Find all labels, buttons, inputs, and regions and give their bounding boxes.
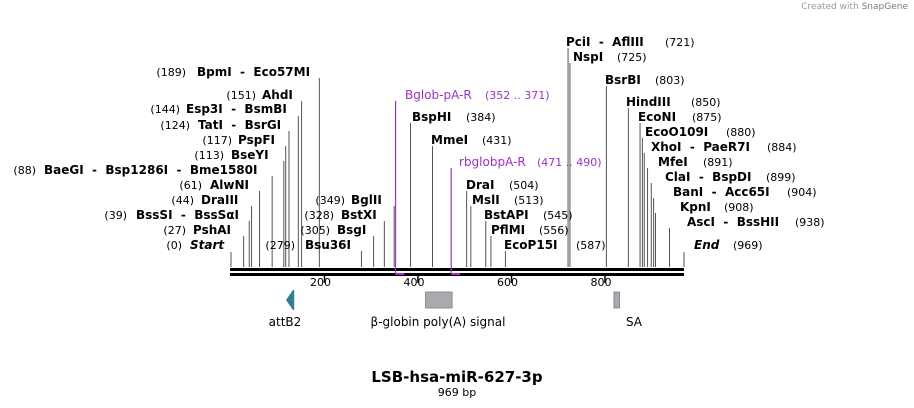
backbone-top-strand xyxy=(230,268,684,271)
enzyme-pos-EcoO109I: (880) xyxy=(726,126,756,139)
enzyme-pos-NspI: (725) xyxy=(617,51,647,64)
enzyme-BsgI[interactable]: BsgI xyxy=(337,223,366,237)
enzyme-EcoNI[interactable]: EcoNI xyxy=(638,110,676,124)
enzyme-pos-PshAI: (27) xyxy=(163,224,186,237)
feature-beta-globin-polyA-box[interactable] xyxy=(425,291,453,309)
enzyme-pos-BssSI: (39) xyxy=(104,209,127,222)
feature-label-attB2: attB2 xyxy=(269,315,302,329)
enzyme-BstAPI[interactable]: BstAPI xyxy=(484,208,529,222)
enzyme-BsrBI[interactable]: BsrBI xyxy=(605,73,641,87)
enzyme-pos-MslI: (513) xyxy=(514,194,544,207)
enzyme-pos-HindIII: (850) xyxy=(691,96,721,109)
enzyme-pos-MmeI: (431) xyxy=(482,134,512,147)
feature-attB2-arrow[interactable] xyxy=(285,290,295,310)
enzyme-BstXI[interactable]: BstXI xyxy=(341,208,377,222)
enzyme-MfeI[interactable]: MfeI xyxy=(658,155,688,169)
enzyme-PshAI[interactable]: PshAI xyxy=(193,223,231,237)
enzyme-pos-XhoI: (884) xyxy=(767,141,797,154)
enzyme-Esp3I[interactable]: Esp3I - BsmBI xyxy=(186,102,287,116)
enzyme-pos-AscI: (938) xyxy=(795,216,825,229)
enzyme-PflMI[interactable]: PflMI xyxy=(491,223,525,237)
enzyme-PciI[interactable]: PciI - AflIII xyxy=(566,35,644,49)
end-pos: (969) xyxy=(733,239,763,252)
primer-range-Bglob-pA-R: (352 .. 371) xyxy=(485,89,550,102)
primer-label-Bglob-pA-R[interactable]: Bglob-pA-R xyxy=(405,88,472,102)
enzyme-pos-AhdI: (151) xyxy=(226,89,256,102)
enzyme-pos-BstAPI: (545) xyxy=(543,209,573,222)
enzyme-BaeGI[interactable]: BaeGI - Bsp1286I - Bme1580I xyxy=(44,163,257,177)
enzyme-TatI[interactable]: TatI - BsrGI xyxy=(198,118,281,132)
enzyme-MmeI[interactable]: MmeI xyxy=(431,133,468,147)
enzyme-pos-PciI: (721) xyxy=(665,36,695,49)
end-label: End xyxy=(694,238,720,252)
enzyme-pos-BstXI: (328) xyxy=(304,209,334,222)
start-pos: (0) xyxy=(166,239,182,252)
enzyme-pos-DraI: (504) xyxy=(509,179,539,192)
enzyme-pos-Esp3I: (144) xyxy=(150,103,180,116)
feature-annotations xyxy=(285,290,621,310)
primer-range-rbglobpA-R: (471 .. 490) xyxy=(537,156,602,169)
enzyme-pos-BpmI: (189) xyxy=(156,66,186,79)
enzyme-pos-TatI: (124) xyxy=(160,119,190,132)
enzyme-pos-Bsu36I: (279) xyxy=(265,239,295,252)
enzyme-pos-EcoNI: (875) xyxy=(692,111,722,124)
enzyme-PspFI[interactable]: PspFI xyxy=(238,133,275,147)
feature-SA-box[interactable] xyxy=(613,291,621,309)
enzyme-BanI[interactable]: BanI - Acc65I xyxy=(673,185,770,199)
enzyme-AlwNI[interactable]: AlwNI xyxy=(210,178,249,192)
enzyme-BspHI[interactable]: BspHI xyxy=(412,110,451,124)
enzyme-BssSI[interactable]: BssSI - BssSαI xyxy=(136,208,239,222)
axis-ticks: 200 400 600 800 xyxy=(310,276,611,289)
enzyme-MslI[interactable]: MslI xyxy=(472,193,500,207)
enzyme-pos-BsrBI: (803) xyxy=(655,74,685,87)
enzyme-BglII[interactable]: BglII xyxy=(351,193,382,207)
enzyme-pos-MfeI: (891) xyxy=(703,156,733,169)
enzyme-EcoO109I[interactable]: EcoO109I xyxy=(645,125,708,139)
enzyme-pos-BsgI: (305) xyxy=(300,224,330,237)
enzyme-AhdI[interactable]: AhdI xyxy=(262,88,293,102)
enzyme-pos-EcoP15I: (587) xyxy=(576,239,606,252)
snapgene-brand: SnapGene xyxy=(861,2,908,12)
enzyme-NspI[interactable]: NspI xyxy=(573,50,603,64)
enzyme-pos-BaeGI: (88) xyxy=(13,164,36,177)
axis-tick-label: 800 xyxy=(590,276,611,289)
enzyme-pos-BglII: (349) xyxy=(315,194,345,207)
enzyme-pos-AlwNI: (61) xyxy=(179,179,202,192)
enzyme-XhoI[interactable]: XhoI - PaeR7I xyxy=(651,140,750,154)
enzyme-pos-ClaI: (899) xyxy=(766,171,796,184)
watermark-prefix: Created with xyxy=(801,2,859,12)
feature-label-SA: SA xyxy=(626,315,643,329)
axis-tick-label: 600 xyxy=(497,276,518,289)
start-label: Start xyxy=(190,238,225,252)
primer-annotations xyxy=(394,101,461,275)
plasmid-size: 969 bp xyxy=(437,386,477,399)
plasmid-title: LSB-hsa-miR-627-3p xyxy=(371,368,543,386)
enzyme-DraI[interactable]: DraI xyxy=(466,178,494,192)
enzyme-HindIII[interactable]: HindIII xyxy=(626,95,671,109)
enzyme-pos-PspFI: (117) xyxy=(202,134,232,147)
enzyme-pos-BseYI: (113) xyxy=(194,149,224,162)
snapgene-watermark: Created with SnapGene xyxy=(801,2,908,12)
enzyme-KpnI[interactable]: KpnI xyxy=(680,200,711,214)
axis-tick-label: 200 xyxy=(310,276,331,289)
enzyme-pos-KpnI: (908) xyxy=(724,201,754,214)
enzyme-leader-lines xyxy=(230,48,685,267)
enzyme-DraIII[interactable]: DraIII xyxy=(201,193,238,207)
enzyme-EcoP15I[interactable]: EcoP15I xyxy=(504,238,558,252)
enzyme-BpmI[interactable]: BpmI - Eco57MI xyxy=(197,65,310,79)
enzyme-Bsu36I[interactable]: Bsu36I xyxy=(305,238,351,252)
primer-label-rbglobpA-R[interactable]: rbglobpA-R xyxy=(459,155,526,169)
enzyme-AscI[interactable]: AscI - BssHII xyxy=(687,215,779,229)
enzyme-pos-BspHI: (384) xyxy=(466,111,496,124)
enzyme-BseYI[interactable]: BseYI xyxy=(231,148,269,162)
enzyme-pos-DraIII: (44) xyxy=(171,194,194,207)
enzyme-pos-BanI: (904) xyxy=(787,186,817,199)
axis-tick-label: 400 xyxy=(403,276,424,289)
enzyme-ClaI[interactable]: ClaI - BspDI xyxy=(665,170,751,184)
enzyme-pos-PflMI: (556) xyxy=(539,224,569,237)
feature-label-beta-globin-polyA: β-globin poly(A) signal xyxy=(371,315,506,329)
